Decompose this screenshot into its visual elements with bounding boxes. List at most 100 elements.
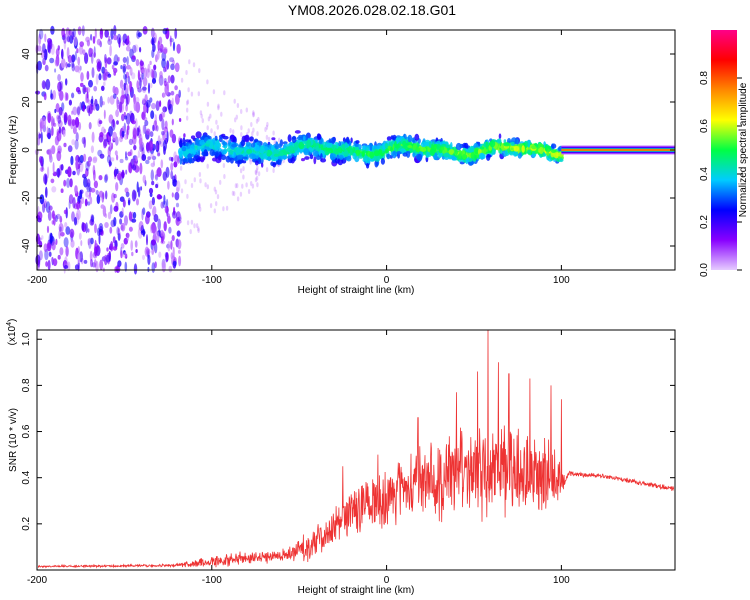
noise-blob (170, 90, 175, 96)
signal-blob (181, 158, 188, 163)
noise-blob (156, 50, 160, 60)
signal-blob (338, 141, 342, 146)
noise-blob (158, 251, 162, 258)
faint-blob (233, 98, 236, 104)
faint-blob (188, 59, 191, 65)
noise-blob (95, 73, 99, 85)
noise-blob (104, 173, 109, 181)
noise-blob (152, 124, 155, 132)
signal-blob (217, 154, 222, 161)
noise-blob (51, 145, 56, 155)
faint-blob (239, 168, 243, 174)
noise-blob (153, 120, 158, 131)
signal-blob (345, 147, 353, 151)
noise-blob (90, 237, 94, 245)
noise-blob (98, 222, 104, 233)
snr-y-label: 0.2 (21, 516, 32, 530)
signal-blob (328, 138, 332, 144)
noise-blob (152, 43, 156, 53)
faint-blob (241, 183, 244, 189)
signal-blob (284, 151, 289, 155)
signal-blob (256, 145, 260, 152)
faint-blob (185, 70, 188, 75)
noise-blob (71, 63, 76, 72)
spectrogram-x-label: Height of straight line (km) (298, 285, 415, 296)
noise-blob (163, 126, 168, 133)
noise-blob (135, 249, 138, 253)
noise-blob (136, 198, 139, 206)
noise-blob (47, 210, 52, 221)
noise-blob (86, 70, 90, 80)
noise-blob (167, 215, 171, 224)
noise-blob (47, 132, 51, 139)
signal-blob (181, 146, 187, 152)
faint-blob (251, 131, 254, 137)
noise-blob (151, 102, 156, 110)
noise-blob (76, 106, 81, 116)
signal-blob (346, 155, 352, 162)
noise-blob (76, 48, 79, 54)
noise-blob (57, 168, 60, 179)
faint-blob (190, 183, 194, 188)
signal-blob (407, 134, 413, 143)
noise-blob (164, 106, 168, 112)
faint-blob (201, 118, 204, 124)
signal-blob (330, 137, 336, 144)
signal-blob (263, 146, 269, 151)
noise-blob (124, 133, 128, 140)
noise-blob (165, 166, 170, 178)
noise-blob (116, 154, 119, 161)
noise-blob (90, 99, 94, 104)
faint-blob (187, 87, 190, 93)
noise-blob (125, 112, 131, 125)
signal-blob (538, 146, 544, 155)
noise-blob (87, 156, 93, 163)
noise-blob (61, 102, 65, 112)
noise-blob (155, 140, 160, 153)
noise-blob (139, 46, 142, 53)
signal-blob (233, 136, 237, 142)
noise-blob (37, 60, 42, 71)
noise-blob (100, 204, 105, 209)
noise-blob (52, 161, 55, 174)
colorbar: 0.0 0.2 0.4 0.6 0.8 Normalized spectral ampl… (699, 30, 749, 277)
noise-blob (131, 251, 134, 257)
noise-blob (142, 77, 148, 87)
noise-blob (58, 106, 63, 116)
noise-blob (168, 226, 172, 234)
noise-blob (104, 174, 108, 183)
noise-blob (155, 142, 159, 151)
noise-blob (162, 140, 167, 151)
faint-blob (186, 115, 189, 121)
noise-blob (129, 80, 133, 93)
faint-blob (267, 136, 271, 142)
colorbar-tick-label: 0.4 (699, 167, 710, 181)
noise-blob (171, 157, 174, 162)
noise-blob (123, 82, 126, 91)
noise-blob (159, 43, 164, 53)
faint-blob (213, 131, 216, 137)
noise-blob (137, 150, 141, 159)
noise-blob (92, 251, 98, 259)
noise-blob (158, 48, 163, 54)
signal-blob (551, 149, 556, 154)
signal-blob (392, 150, 397, 159)
noise-blob (106, 247, 109, 252)
noise-blob (155, 183, 159, 189)
noise-blob (65, 61, 68, 69)
faint-blob (210, 128, 213, 134)
noise-blob (89, 250, 93, 262)
signal-blob (302, 135, 306, 142)
noise-blob (87, 238, 90, 246)
noise-blob (145, 128, 151, 135)
noise-blob (54, 68, 57, 73)
noise-blob (169, 129, 174, 138)
signal-blob (315, 146, 319, 152)
noise-blob (74, 65, 80, 73)
snr-series (38, 330, 674, 569)
signal-blob (223, 149, 226, 154)
noise-blob (161, 261, 166, 273)
noise-blob (92, 35, 96, 44)
faint-blob (209, 113, 212, 119)
faint-blob (219, 179, 222, 185)
